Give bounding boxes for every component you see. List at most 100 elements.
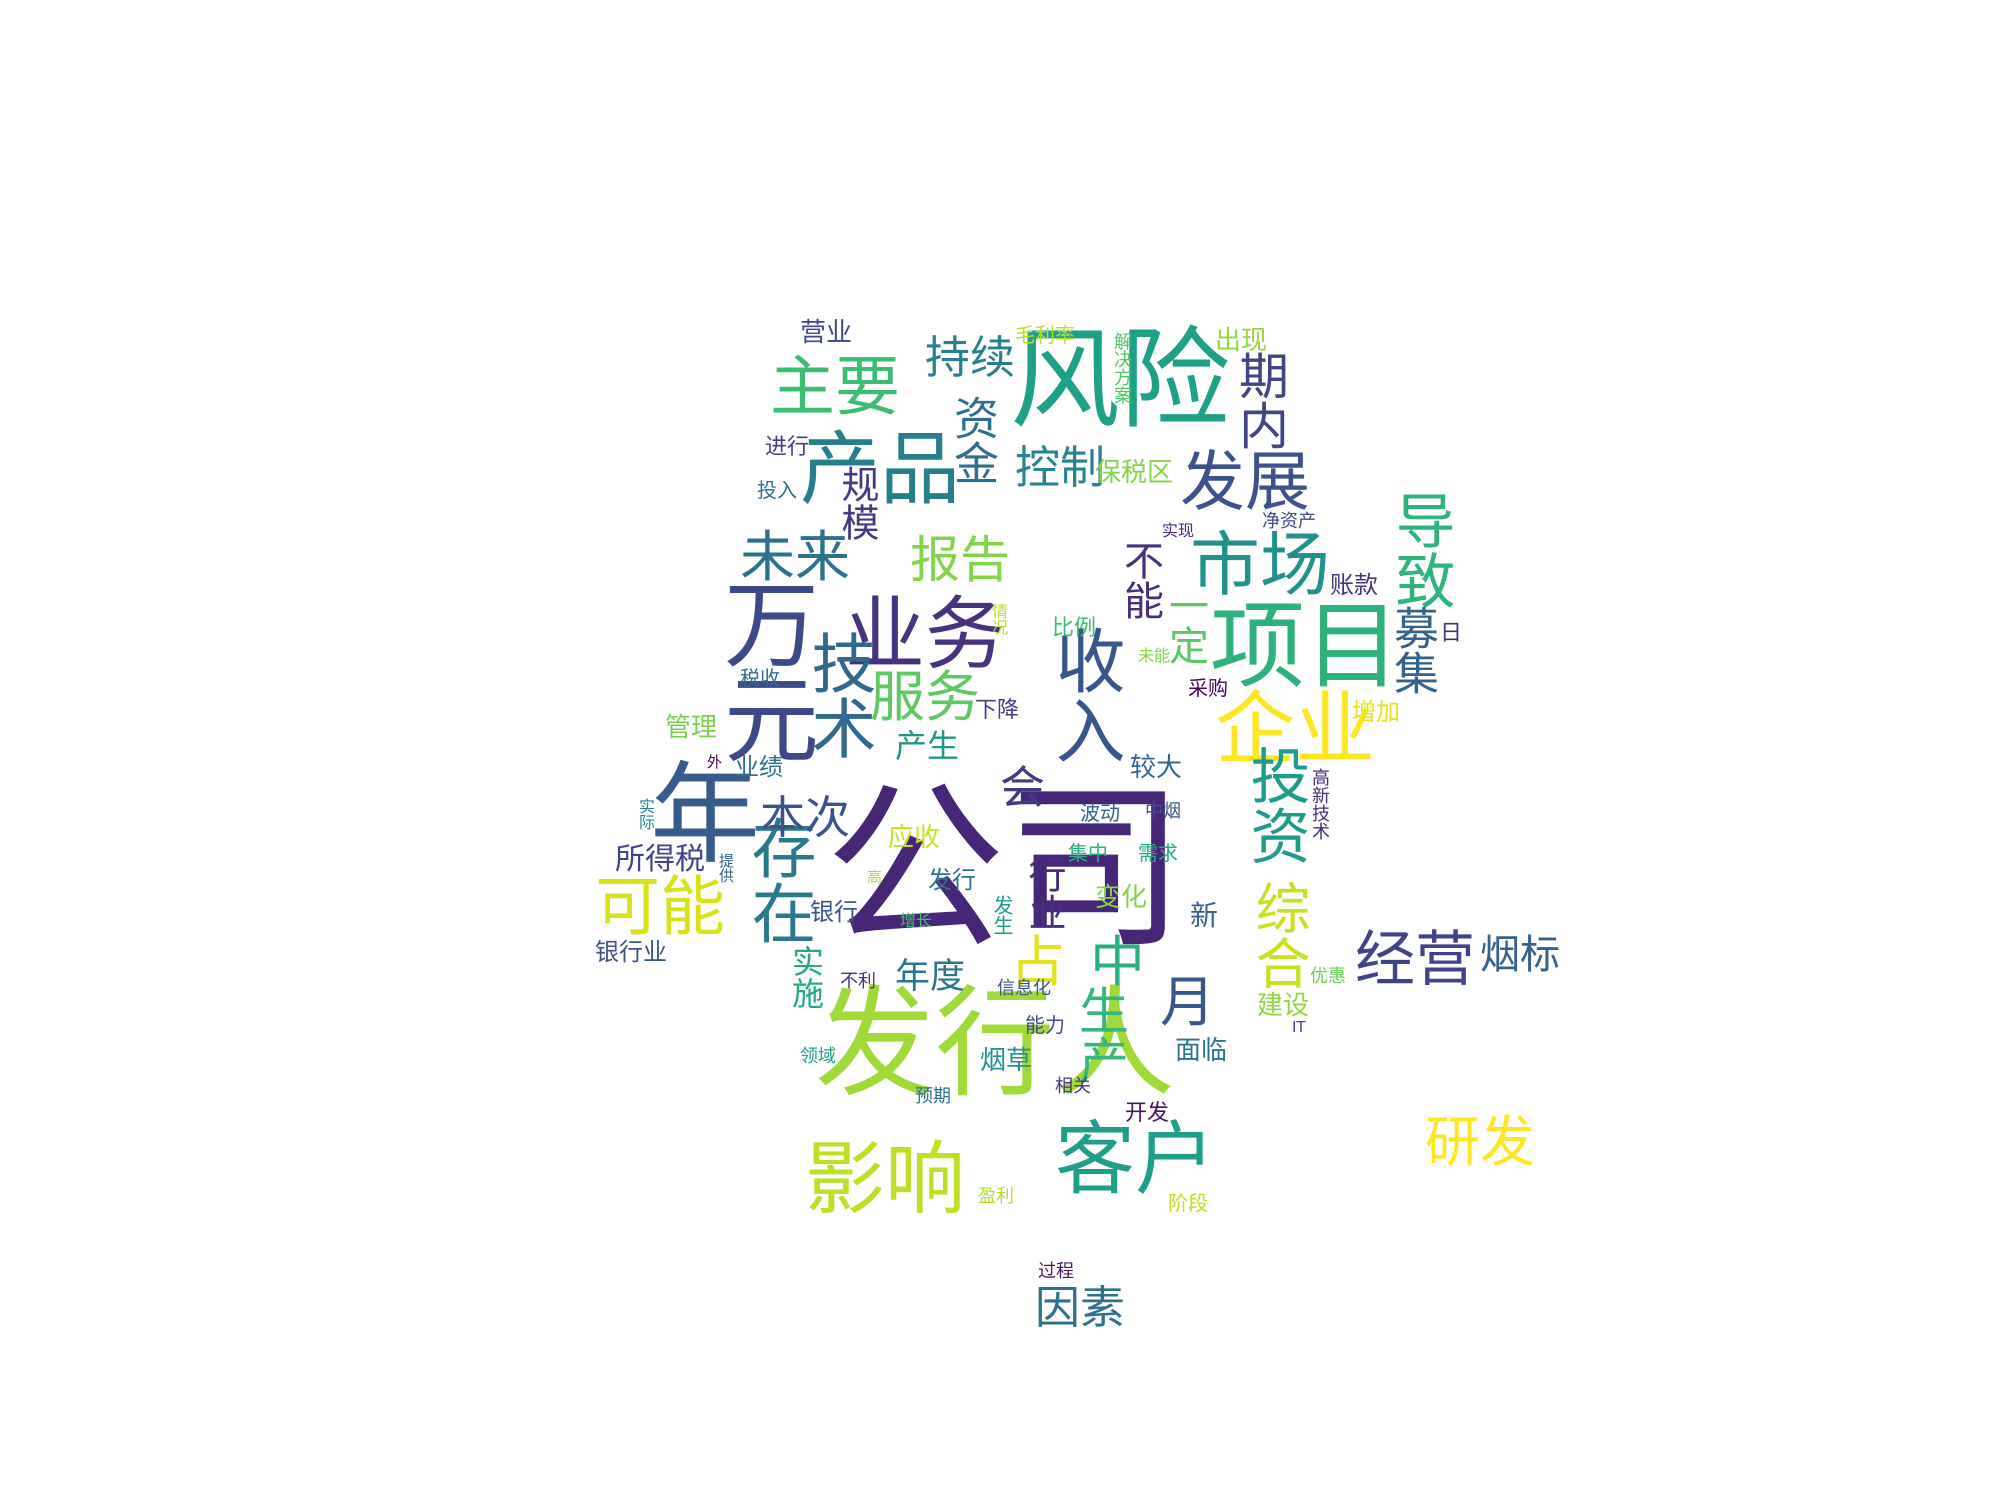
word-fazhan: 发展: [1180, 445, 1311, 520]
word-xiajiang: 下降: [975, 698, 1020, 723]
word-benci: 本次: [760, 791, 851, 844]
word-jieduan: 阶段: [1168, 1191, 1208, 1215]
word-chuxian: 出现: [1215, 326, 1268, 356]
word-yingshou: 应收: [888, 823, 941, 853]
word-yeji: 业绩: [735, 753, 783, 781]
word-qingkuang: 情况: [989, 603, 1008, 635]
word-gaoxinjishu: 高新技术: [1309, 768, 1330, 840]
word-weilai: 未来: [740, 525, 851, 589]
word-touru: 投入: [757, 478, 797, 502]
word-it: IT: [1292, 1018, 1306, 1036]
word-baogao: 报告: [910, 531, 1010, 589]
word-shouru: 收入: [1044, 625, 1126, 765]
word-zengzhang: 增长: [900, 911, 933, 930]
word-shishi: 实施: [787, 945, 825, 1009]
word-qinei: 期内: [1231, 350, 1289, 450]
word-buneng: 不能: [1117, 540, 1163, 620]
word-jinxing: 进行: [765, 435, 810, 460]
word-shengchan: 生产: [1071, 985, 1129, 1085]
word-xinxihua: 信息化: [997, 978, 1051, 999]
word-suodeshui: 所得税: [615, 842, 705, 877]
word-ri: 日: [1440, 621, 1463, 646]
word-jianshe: 建设: [1257, 991, 1310, 1021]
word-cunzai: 存在: [740, 815, 815, 945]
word-yancao: 烟草: [980, 1046, 1033, 1076]
word-weineng: 未能: [1138, 646, 1171, 665]
word-zhangkuan: 账款: [1330, 571, 1378, 599]
word-faxingren: 发行人: [815, 975, 1175, 1114]
word-mianlin: 面临: [1175, 1036, 1228, 1066]
word-guocheng: 过程: [1038, 1261, 1074, 1282]
word-wai: 外: [707, 753, 723, 771]
word-shuishou: 税收: [740, 666, 780, 690]
word-wanyuan: 万元: [708, 575, 818, 765]
word-faxing: 发行: [928, 866, 976, 894]
word-zijin: 资金: [946, 395, 999, 485]
word-keneng: 可能: [595, 870, 726, 945]
word-bodong: 波动: [1080, 801, 1120, 825]
word-yinsu: 因素: [1035, 1281, 1126, 1334]
word-jishu: 技术: [800, 630, 875, 760]
word-gongsi: 公司: [825, 765, 1186, 974]
word-maolilv: 毛利率: [1015, 323, 1075, 347]
word-touzi: 投资: [1240, 745, 1310, 865]
word-buli: 不利: [840, 971, 876, 992]
word-jiaoda: 较大: [1130, 753, 1183, 783]
word-muji: 募集: [1386, 605, 1439, 695]
word-kaifa: 开发: [1125, 1101, 1170, 1126]
word-qiye: 企业: [1215, 683, 1375, 776]
word-fasheng: 发生: [990, 895, 1014, 935]
word-tigong: 提供: [717, 853, 735, 883]
word-jiejuefangan: 解决方案: [1111, 332, 1132, 404]
word-zhong: 中: [1090, 930, 1146, 994]
word-zhongyan: 中烟: [1145, 801, 1181, 822]
word-hui: 会: [1000, 761, 1046, 814]
word-kehu: 客户: [1055, 1113, 1215, 1206]
word-chixu: 持续: [925, 331, 1016, 384]
word-zonghe: 综合: [1246, 880, 1310, 990]
word-shichang: 市场: [1190, 524, 1330, 606]
word-yinhangye: 银行业: [595, 938, 667, 966]
word-lingyu: 领域: [800, 1046, 836, 1067]
word-guimo: 规模: [835, 465, 879, 541]
word-hangye: 行业: [1022, 855, 1066, 931]
word-yewu: 业务: [845, 588, 1005, 681]
word-jingzichan: 净资产: [1262, 511, 1316, 532]
word-xiangmu: 项目: [1210, 592, 1401, 702]
word-baoshuiqu: 保税区: [1095, 458, 1174, 488]
word-kongzhi: 控制: [1015, 441, 1106, 494]
word-chansheng: 产生: [895, 727, 960, 765]
word-yuqi: 预期: [915, 1086, 951, 1107]
word-yingli: 盈利: [978, 1186, 1014, 1207]
word-fuwu: 服务: [870, 665, 981, 729]
word-xin: 新: [1190, 899, 1219, 932]
word-yinhang: 银行: [810, 898, 858, 926]
word-zhuyao: 主要: [770, 350, 901, 425]
word-caigou: 采购: [1188, 676, 1228, 700]
word-niandu: 年度: [895, 957, 966, 997]
word-nengli: 能力: [1025, 1013, 1065, 1037]
word-zengjia: 增加: [1352, 698, 1400, 726]
word-bili: 比例: [1052, 616, 1097, 641]
word-bianhua: 变化: [1095, 883, 1148, 913]
word-yanfa: 研发: [1425, 1110, 1536, 1174]
word-jizhong: 集中: [1068, 841, 1108, 865]
word-fengxian: 风险: [1010, 316, 1230, 444]
word-yingxiang: 影响: [805, 1133, 965, 1226]
word-gao: 高: [867, 868, 883, 886]
word-nian: 年: [650, 751, 760, 879]
word-xuqiu: 需求: [1138, 841, 1178, 865]
word-yiding: 一定: [1162, 585, 1208, 665]
word-yanbiao: 烟标: [1480, 932, 1560, 978]
word-jingying: 经营: [1355, 925, 1475, 995]
word-shixian: 实现: [1162, 521, 1195, 540]
word-xiangguan: 相关: [1055, 1076, 1091, 1097]
word-youhui: 优惠: [1310, 966, 1346, 987]
word-shiji: 实际: [636, 798, 655, 830]
word-zhan: 占: [1010, 930, 1066, 994]
word-guanli: 管理: [665, 713, 718, 743]
word-yue: 月: [1160, 970, 1216, 1034]
word-chanpin: 产品: [800, 423, 960, 516]
word-yingye: 营业: [800, 318, 853, 348]
